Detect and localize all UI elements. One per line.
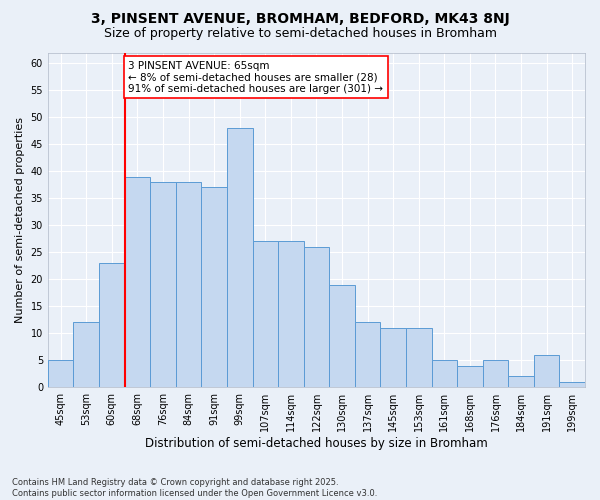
Bar	[125, 176, 150, 387]
Text: Size of property relative to semi-detached houses in Bromham: Size of property relative to semi-detach…	[104, 28, 497, 40]
Bar	[176, 182, 202, 387]
Text: Contains HM Land Registry data © Crown copyright and database right 2025.
Contai: Contains HM Land Registry data © Crown c…	[12, 478, 377, 498]
Bar	[355, 322, 380, 387]
Y-axis label: Number of semi-detached properties: Number of semi-detached properties	[15, 117, 25, 323]
Bar	[534, 355, 559, 387]
Bar	[227, 128, 253, 387]
Bar	[99, 263, 125, 387]
Bar	[508, 376, 534, 387]
Bar	[482, 360, 508, 387]
Bar	[150, 182, 176, 387]
Bar	[329, 284, 355, 387]
Bar	[202, 188, 227, 387]
Bar	[304, 247, 329, 387]
Bar	[380, 328, 406, 387]
Bar	[73, 322, 99, 387]
Text: 3 PINSENT AVENUE: 65sqm
← 8% of semi-detached houses are smaller (28)
91% of sem: 3 PINSENT AVENUE: 65sqm ← 8% of semi-det…	[128, 60, 383, 94]
Bar	[457, 366, 482, 387]
Bar	[253, 242, 278, 387]
Bar	[406, 328, 431, 387]
Bar	[48, 360, 73, 387]
Bar	[278, 242, 304, 387]
X-axis label: Distribution of semi-detached houses by size in Bromham: Distribution of semi-detached houses by …	[145, 437, 488, 450]
Text: 3, PINSENT AVENUE, BROMHAM, BEDFORD, MK43 8NJ: 3, PINSENT AVENUE, BROMHAM, BEDFORD, MK4…	[91, 12, 509, 26]
Bar	[431, 360, 457, 387]
Bar	[559, 382, 585, 387]
